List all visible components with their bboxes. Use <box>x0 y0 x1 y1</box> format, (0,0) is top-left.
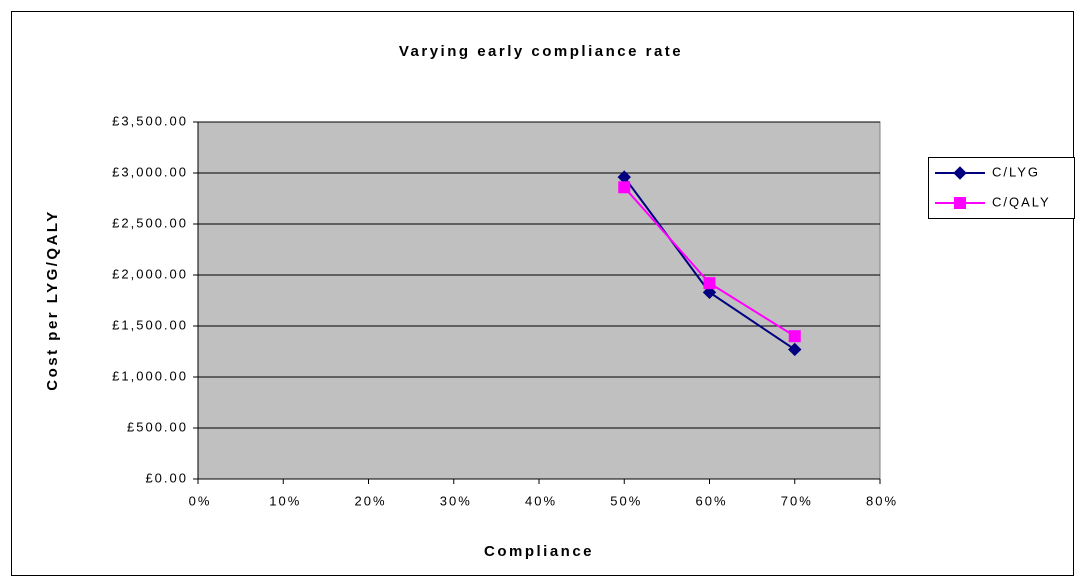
data-point <box>788 342 802 357</box>
x-tick-label: 60% <box>695 493 727 508</box>
plot-area <box>197 121 881 480</box>
x-tick-label: 80% <box>866 493 898 508</box>
x-tick-label: 0% <box>189 493 212 508</box>
x-tick-label: 10% <box>269 493 301 508</box>
x-tick-label: 70% <box>781 493 813 508</box>
x-tick-label: 20% <box>354 493 386 508</box>
y-axis-label: Cost per LYG/QALY <box>44 209 61 390</box>
x-axis-label: Compliance <box>484 543 594 560</box>
data-point <box>702 285 717 300</box>
x-tick-label: 50% <box>610 493 642 508</box>
chart-title: Varying early compliance rate <box>399 43 683 60</box>
data-point <box>703 277 716 290</box>
x-tick-label: 30% <box>440 493 472 508</box>
y-tick-label: £500.00 <box>127 419 188 434</box>
data-point <box>618 181 631 194</box>
legend <box>928 157 1075 219</box>
y-tick-label: £1,000.00 <box>112 368 188 383</box>
legend-label: C/QALY <box>992 194 1051 209</box>
y-tick-label: £0.00 <box>145 470 188 485</box>
y-tick-label: £1,500.00 <box>112 317 188 332</box>
y-tick-label: £2,000.00 <box>112 266 188 281</box>
legend-label: C/LYG <box>992 164 1040 179</box>
legend-marker <box>954 197 966 209</box>
data-point <box>788 330 801 343</box>
x-tick-label: 40% <box>525 493 557 508</box>
y-tick-label: £3,000.00 <box>112 164 188 179</box>
y-tick-label: £3,500.00 <box>112 113 188 128</box>
legend-marker <box>953 166 967 180</box>
y-tick-label: £2,500.00 <box>112 215 188 230</box>
